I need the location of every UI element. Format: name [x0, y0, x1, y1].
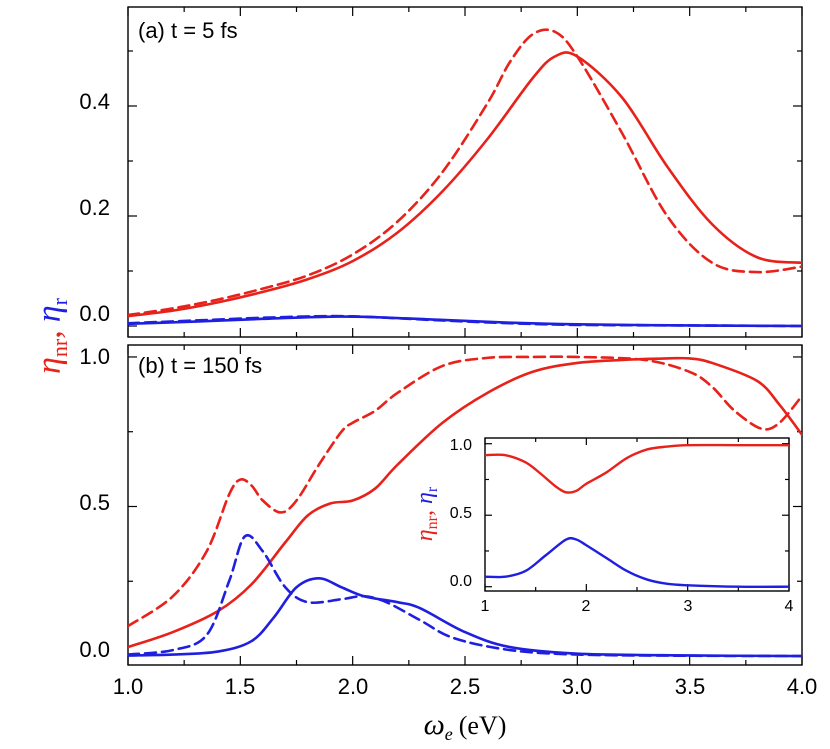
x-tick-label: 4.0 — [787, 674, 818, 699]
panel-a-ytick-label: 0.0 — [79, 301, 110, 326]
inset-xtick-label: 3 — [684, 598, 693, 615]
inset-series-group — [485, 443, 789, 589]
x-tick-label: 3.0 — [562, 674, 593, 699]
x-axis-label: ωe (eV) — [424, 708, 507, 744]
panel-b-label: (b) t = 150 fs — [138, 353, 262, 378]
inset-line-nr-solid — [485, 443, 789, 494]
inset-line-r-solid — [485, 536, 789, 589]
y-axis-label-sep: , — [31, 330, 68, 339]
panel-a-line-nr-dashed — [128, 28, 802, 317]
inset-y-axis-label: ηnr,ηr — [412, 486, 441, 541]
inset-ytick-label: 1.0 — [450, 437, 472, 454]
inset-ytick-label: 0.5 — [450, 505, 472, 522]
panel-a-ytick-label: 0.2 — [79, 195, 110, 220]
y-axis-label-r-symbol: η — [31, 305, 68, 322]
y-axis-label-nr-sub: nr — [47, 338, 72, 357]
panel-a-line-r-dashed — [128, 314, 802, 328]
inset-y-label-nr-sub: nr — [424, 515, 441, 529]
panel-a-line-r-solid — [128, 315, 802, 328]
y-axis-label-nr-symbol: η — [31, 357, 68, 374]
x-axis-label-symbol: ω — [424, 708, 445, 741]
panel-a-label: (a) t = 5 fs — [138, 18, 238, 43]
data-curves — [128, 28, 802, 658]
inset-y-label-sep: , — [412, 510, 438, 516]
x-axis-label-sub: e — [445, 724, 453, 744]
y-axis-label: ηnr,ηr — [31, 297, 72, 374]
panel-b-ytick-label: 1.0 — [79, 344, 110, 369]
panel-b-ytick-label: 0.5 — [79, 490, 110, 515]
x-tick-label: 3.5 — [675, 674, 706, 699]
x-tick-label: 1.0 — [113, 674, 144, 699]
inset-y-label-r-symbol: η — [412, 492, 438, 504]
x-tick-label: 2.5 — [450, 674, 481, 699]
panel-b-ytick-label: 0.0 — [79, 637, 110, 662]
panel-b-line-nr-dashed — [128, 355, 802, 628]
panel-a-line-nr-solid — [128, 51, 802, 318]
inset-y-label-r-sub: r — [424, 486, 441, 492]
inset-xtick-label: 2 — [582, 598, 591, 615]
panel-a-ytick-label: 0.4 — [79, 89, 110, 114]
x-tick-label: 2.0 — [338, 674, 369, 699]
inset-xtick-label: 1 — [481, 598, 490, 615]
panel-b-line-nr-solid — [128, 356, 802, 649]
inset-ytick-label: 0.0 — [450, 573, 472, 590]
x-axis-label-unit: (eV) — [459, 711, 507, 740]
inset-xtick-label: 4 — [785, 598, 794, 615]
panel-b-series-group — [128, 355, 802, 658]
inset-y-label-nr-symbol: η — [412, 529, 438, 541]
panel-a-frame — [127, 6, 803, 338]
y-axis-label-r-sub: r — [47, 297, 72, 305]
panel-b-line-r-dashed — [128, 533, 802, 658]
panel-a-series-group — [128, 28, 802, 328]
x-tick-label: 1.5 — [225, 674, 256, 699]
